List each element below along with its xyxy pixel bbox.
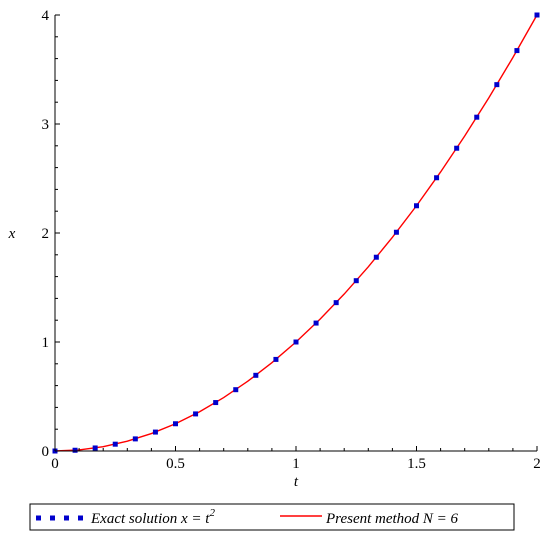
series-point-exact: [112, 441, 118, 447]
y-tick-label: 2: [42, 226, 50, 242]
x-tick-label: 1.5: [407, 456, 426, 472]
series-point-exact: [494, 82, 500, 88]
series-point-exact: [434, 175, 440, 181]
series-point-exact: [313, 320, 319, 326]
legend: Exact solution x = t2 Present method N =…: [29, 503, 515, 531]
series-point-exact: [132, 436, 138, 442]
series-point-exact: [534, 12, 540, 18]
legend-box: [29, 503, 515, 531]
series-point-exact: [293, 339, 299, 345]
legend-label-present: Present method N = 6: [325, 511, 459, 527]
y-axis-label: x: [8, 226, 16, 242]
series-point-exact: [173, 421, 178, 427]
x-tick-label: 0: [51, 456, 59, 472]
series-point-exact: [474, 114, 480, 120]
series-point-exact: [373, 254, 379, 260]
legend-label-exact: Exact solution x = t2: [90, 507, 215, 527]
x-tick-label: 0.5: [166, 456, 185, 472]
series-point-exact: [333, 300, 339, 306]
series-point-exact: [253, 372, 259, 378]
plot-area: [52, 12, 540, 454]
series-point-exact: [92, 445, 98, 451]
y-tick-label: 1: [42, 335, 50, 351]
series-line-present-method: [54, 14, 538, 452]
series-point-exact: [72, 447, 78, 453]
x-tick-label: 2: [533, 456, 541, 472]
series-point-exact: [233, 387, 239, 393]
series-point-exact: [193, 411, 199, 417]
series-point-exact: [213, 400, 219, 406]
series-point-exact: [152, 429, 158, 435]
y-tick-label: 0: [42, 444, 50, 460]
series-point-exact: [353, 278, 359, 284]
axes: 0 0.5 1 1.5 2 0 1 2 3 4 t x: [8, 8, 541, 490]
series-point-exact: [514, 48, 520, 54]
y-tick-label: 3: [42, 117, 50, 133]
series-point-exact: [414, 203, 419, 209]
x-tick-label: 1: [292, 456, 300, 472]
series-point-exact: [454, 145, 460, 151]
series-point-exact: [273, 356, 279, 362]
series-point-exact: [393, 229, 399, 235]
x-axis-label: t: [294, 474, 299, 490]
y-tick-label: 4: [42, 8, 50, 24]
